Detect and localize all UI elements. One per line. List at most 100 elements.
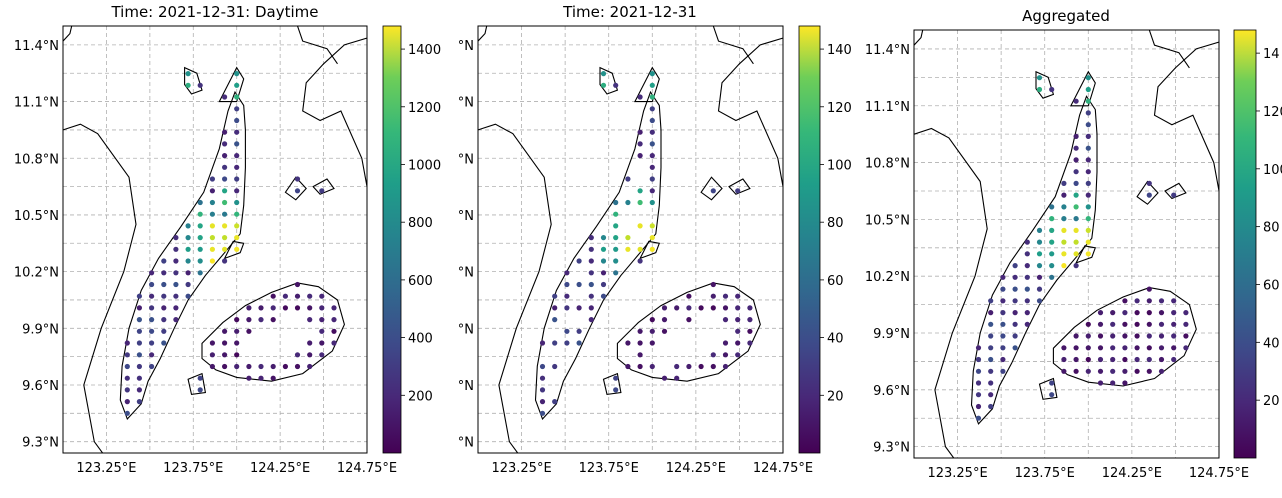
coast-siquijor xyxy=(602,372,622,396)
scatter-point xyxy=(234,129,240,135)
scatter-point xyxy=(1085,75,1091,81)
scatter-point xyxy=(173,246,179,252)
scatter-point xyxy=(1024,263,1030,269)
y-tick-label: 9.3°N xyxy=(873,441,910,456)
coast-mactan xyxy=(223,240,245,260)
scatter-point xyxy=(722,293,729,299)
coast-leyte xyxy=(302,37,367,190)
scatter-point xyxy=(222,363,228,370)
scatter-point xyxy=(319,293,325,299)
scatter-point xyxy=(1134,356,1140,363)
scatter-point xyxy=(1097,345,1104,351)
scatter-point xyxy=(1110,310,1116,316)
colorbar: 200 400 600 800 1000 1200 1400 xyxy=(382,25,441,454)
scatter-point xyxy=(649,94,655,100)
scatter-point xyxy=(588,258,594,264)
scatter-point xyxy=(270,305,276,311)
scatter-point xyxy=(722,317,729,323)
scatter-point xyxy=(197,246,203,252)
scatter-point xyxy=(1036,274,1043,280)
scatter-point xyxy=(1146,333,1152,339)
scatter-point xyxy=(649,317,655,323)
colorbar-tick-label: 120 xyxy=(827,101,852,116)
scatter-point xyxy=(1122,356,1128,363)
scatter-point xyxy=(270,363,276,370)
scatter-point xyxy=(1024,251,1030,257)
scatter-point xyxy=(124,410,130,416)
x-tick-label: 123.75°E xyxy=(163,461,223,476)
scatter-point xyxy=(1146,368,1152,374)
scatter-point xyxy=(258,363,264,370)
scatter-point xyxy=(222,153,228,159)
scatter-point xyxy=(258,375,264,381)
scatter-point xyxy=(1024,286,1030,292)
scatter-point xyxy=(1036,86,1043,93)
scatter-point xyxy=(1085,227,1091,233)
scatter-point xyxy=(600,246,607,252)
scatter-point xyxy=(149,317,155,323)
scatter-point xyxy=(234,82,240,88)
scatter-point xyxy=(209,246,215,252)
scatter-point xyxy=(539,363,546,370)
scatter-point xyxy=(124,363,130,370)
scatter-point xyxy=(234,352,240,358)
scatter-point xyxy=(1183,310,1189,316)
scatter-point xyxy=(319,305,325,311)
scatter-point xyxy=(600,258,607,264)
y-tick-label: 9.6°N xyxy=(873,384,910,399)
scatter-point xyxy=(625,199,631,206)
y-tick-label: 10.8°N xyxy=(14,152,59,167)
y-tick-label: 10.2°N xyxy=(865,270,910,285)
coast-camotes-east xyxy=(728,178,751,195)
scatter-point xyxy=(173,317,179,323)
scatter-point xyxy=(975,368,982,374)
scatter-point xyxy=(1097,380,1104,386)
scatter-point xyxy=(1158,333,1165,339)
scatter-point xyxy=(294,188,301,194)
scatter-point xyxy=(1061,251,1067,257)
scatter-point xyxy=(1110,333,1116,339)
scatter-point xyxy=(161,317,167,323)
scatter-point xyxy=(637,352,643,358)
scatter-point xyxy=(1012,298,1018,304)
scatter-point xyxy=(1036,263,1043,269)
scatter-point xyxy=(331,328,337,334)
scatter-point xyxy=(588,270,594,276)
map-frame xyxy=(477,25,784,454)
data-points xyxy=(975,75,1189,421)
x-tick-label: 124.25°E xyxy=(250,461,310,476)
scatter-point xyxy=(1049,380,1055,386)
colorbar-gradient xyxy=(382,25,402,454)
scatter-point xyxy=(1085,86,1091,93)
scatter-point xyxy=(1073,251,1079,257)
scatter-point xyxy=(564,293,570,299)
scatter-point xyxy=(209,211,215,217)
scatter-point xyxy=(209,352,215,358)
scatter-point xyxy=(1085,157,1091,163)
scatter-point xyxy=(1146,345,1152,351)
scatter-point xyxy=(1085,356,1091,363)
scatter-point xyxy=(234,176,240,182)
scatter-point xyxy=(197,211,203,217)
scatter-point xyxy=(234,106,240,112)
scatter-point xyxy=(1134,333,1140,339)
scatter-point xyxy=(1061,356,1067,363)
scatter-point xyxy=(1171,345,1177,351)
scatter-point xyxy=(1097,333,1104,339)
coast-negros xyxy=(63,123,137,453)
x-tick-label: 123.75°E xyxy=(579,461,639,476)
scatter-point xyxy=(1122,310,1128,316)
scatter-point xyxy=(1049,392,1055,398)
scatter-point xyxy=(149,293,155,299)
colorbar-tick-label: 1200 xyxy=(408,101,441,116)
scatter-point xyxy=(149,281,155,288)
scatter-point xyxy=(124,387,130,393)
scatter-point xyxy=(1146,286,1152,292)
colorbar-tick-label: 20 xyxy=(827,389,844,404)
scatter-point xyxy=(539,340,546,346)
scatter-point xyxy=(124,399,130,405)
scatter-point xyxy=(185,223,191,229)
scatter-point xyxy=(1110,380,1116,386)
scatter-point xyxy=(988,392,994,398)
scatter-point xyxy=(649,328,655,334)
